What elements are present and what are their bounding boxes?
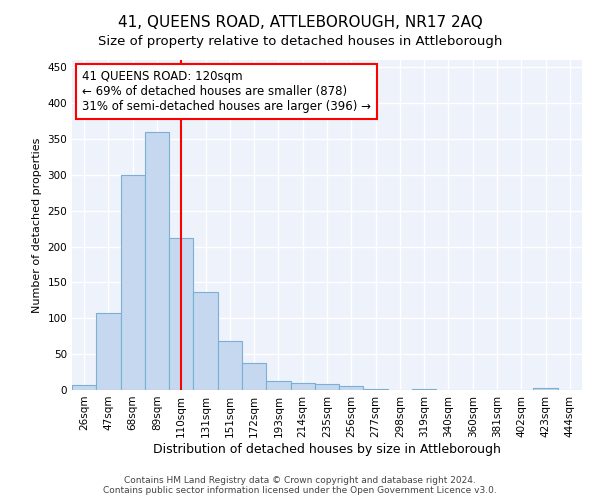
Bar (412, 388, 436, 390)
Y-axis label: Number of detached properties: Number of detached properties (32, 138, 42, 312)
Bar (145, 132, 169, 390)
Bar (533, 388, 558, 390)
Bar (169, 238, 193, 390)
Bar (339, 386, 364, 390)
Text: Size of property relative to detached houses in Attleborough: Size of property relative to detached ho… (98, 35, 502, 48)
Bar (290, 383, 315, 390)
Text: 41, QUEENS ROAD, ATTLEBOROUGH, NR17 2AQ: 41, QUEENS ROAD, ATTLEBOROUGH, NR17 2AQ (118, 15, 482, 30)
Bar (193, 292, 218, 390)
Bar (266, 380, 290, 390)
Bar (72, 385, 96, 390)
Bar (315, 384, 339, 390)
Bar (364, 388, 388, 390)
Text: 41 QUEENS ROAD: 120sqm
← 69% of detached houses are smaller (878)
31% of semi-de: 41 QUEENS ROAD: 120sqm ← 69% of detached… (82, 70, 371, 113)
Bar (242, 362, 266, 390)
X-axis label: Distribution of detached houses by size in Attleborough: Distribution of detached houses by size … (153, 442, 501, 456)
Bar (218, 341, 242, 390)
Text: Contains HM Land Registry data © Crown copyright and database right 2024.
Contai: Contains HM Land Registry data © Crown c… (103, 476, 497, 495)
Bar (96, 313, 121, 390)
Bar (121, 175, 145, 390)
